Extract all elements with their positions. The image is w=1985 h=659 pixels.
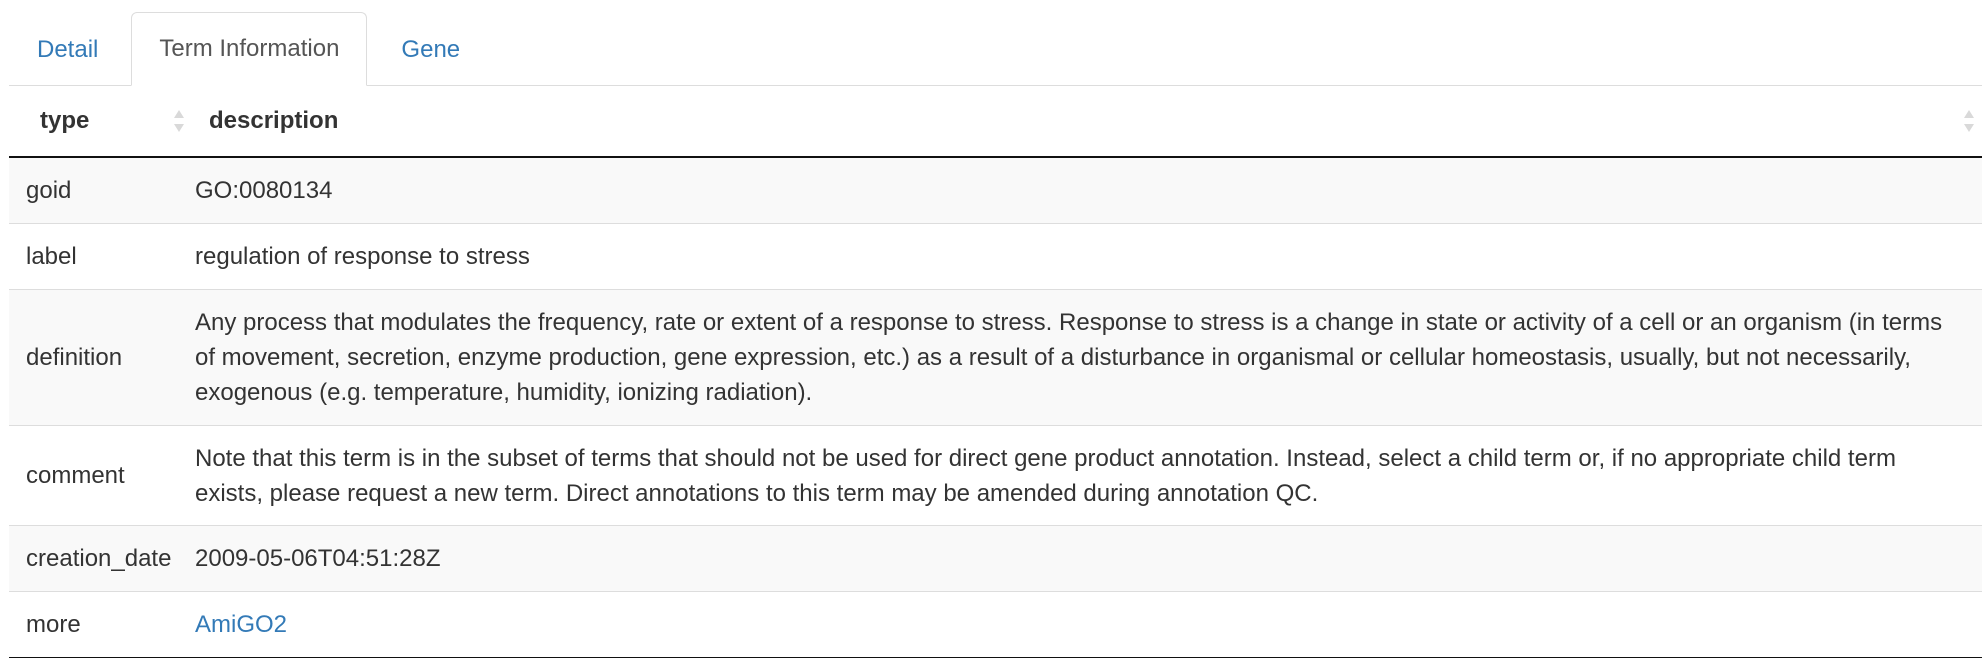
row-description-cell: regulation of response to stress xyxy=(194,223,1982,290)
term-information-table: type description goid GO:00 xyxy=(9,86,1982,658)
table-row: more AmiGO2 xyxy=(9,591,1982,658)
sort-both-icon[interactable] xyxy=(1962,107,1976,135)
tab-detail[interactable]: Detail xyxy=(37,36,99,63)
row-type-cell: comment xyxy=(9,425,194,526)
row-description-cell: AmiGO2 xyxy=(194,591,1982,658)
sort-both-icon[interactable] xyxy=(172,107,186,135)
row-type-cell: label xyxy=(9,223,194,290)
row-description-cell: Note that this term is in the subset of … xyxy=(194,425,1982,526)
table-row: definition Any process that modulates th… xyxy=(9,289,1982,426)
type-header-label: type xyxy=(40,107,90,134)
tab-gene[interactable]: Gene xyxy=(401,36,461,63)
table-row: creation_date 2009-05-06T04:51:28Z xyxy=(9,525,1982,592)
tab-bar: Detail Term Information Gene xyxy=(9,12,1982,86)
table-header-row: type description xyxy=(9,86,1982,158)
term-panel: Detail Term Information Gene type descri… xyxy=(9,12,1982,658)
row-description-cell: 2009-05-06T04:51:28Z xyxy=(194,525,1982,592)
row-type-cell: creation_date xyxy=(9,525,194,592)
row-type-cell: more xyxy=(9,591,194,658)
row-description-cell: GO:0080134 xyxy=(194,157,1982,224)
type-column-header[interactable]: type xyxy=(9,86,194,158)
table-row: comment Note that this term is in the su… xyxy=(9,425,1982,526)
row-type-cell: definition xyxy=(9,289,194,426)
description-column-header[interactable]: description xyxy=(194,86,1982,158)
table-row: label regulation of response to stress xyxy=(9,223,1982,290)
row-type-cell: goid xyxy=(9,157,194,224)
table-row: goid GO:0080134 xyxy=(9,157,1982,224)
amigo2-link[interactable]: AmiGO2 xyxy=(195,611,288,638)
row-description-cell: Any process that modulates the frequency… xyxy=(194,289,1982,426)
description-header-label: description xyxy=(209,107,339,134)
tab-term-information[interactable]: Term Information xyxy=(131,12,368,86)
